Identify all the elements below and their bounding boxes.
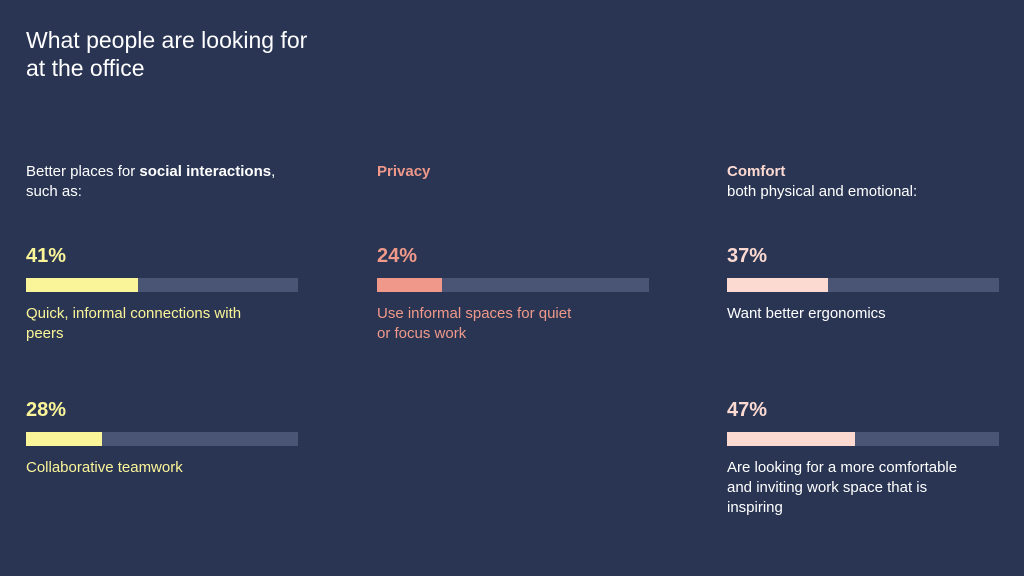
- percent-label: 24%: [377, 245, 418, 267]
- title-line-2: at the office: [26, 55, 145, 81]
- heading-privacy-bold: Privacy: [377, 163, 431, 180]
- percent-label: 28%: [26, 399, 67, 421]
- column-social: Better places for social interactions, s…: [26, 162, 299, 476]
- percent-label: 47%: [727, 399, 768, 421]
- bar-fill: [727, 432, 855, 446]
- page-title: What people are looking for at the offic…: [26, 26, 307, 82]
- column-comfort: Comfort both physical and emotional: 37%…: [727, 162, 1000, 516]
- metric-privacy-1: 24% Use informal spaces for quiet or foc…: [377, 244, 650, 344]
- bar-fill: [727, 278, 828, 292]
- heading-comfort-sub: both physical and emotional:: [727, 183, 918, 200]
- bar-track: [26, 278, 298, 292]
- bar-track: [377, 278, 649, 292]
- column-heading-social: Better places for social interactions, s…: [26, 162, 299, 202]
- bar-description: Collaborative teamwork: [26, 459, 183, 476]
- column-privacy: Privacy 24% Use informal spaces for quie…: [377, 162, 650, 342]
- metric-comfort-2: 47% Are looking for a more comfortable a…: [727, 398, 1000, 518]
- bar-track: [727, 278, 999, 292]
- title-line-1: What people are looking for: [26, 27, 308, 53]
- metric-social-1: 41% Quick, informal connections with pee…: [26, 244, 299, 344]
- heading-social-prefix: Better places for: [26, 163, 140, 180]
- bar-track: [26, 432, 298, 446]
- bar-description: Quick, informal connections with peers: [26, 305, 242, 342]
- metric-comfort-1: 37% Want better ergonomics: [727, 244, 1000, 324]
- bar-description: Are looking for a more comfortable and i…: [727, 459, 958, 516]
- bar-fill: [26, 278, 138, 292]
- heading-social-bold: social interactions: [139, 163, 272, 180]
- heading-comfort-bold: Comfort: [727, 163, 786, 180]
- column-heading-privacy: Privacy: [377, 162, 650, 202]
- metric-social-2: 28% Collaborative teamwork: [26, 398, 299, 478]
- percent-label: 37%: [727, 245, 768, 267]
- heading-social-suffix: , such as:: [26, 163, 276, 200]
- bar-track: [727, 432, 999, 446]
- bar-description: Use informal spaces for quiet or focus w…: [377, 305, 572, 342]
- bar-fill: [377, 278, 443, 292]
- column-heading-comfort: Comfort both physical and emotional:: [727, 162, 1000, 202]
- bar-description: Want better ergonomics: [727, 305, 886, 322]
- bar-fill: [26, 432, 103, 446]
- percent-label: 41%: [26, 245, 67, 267]
